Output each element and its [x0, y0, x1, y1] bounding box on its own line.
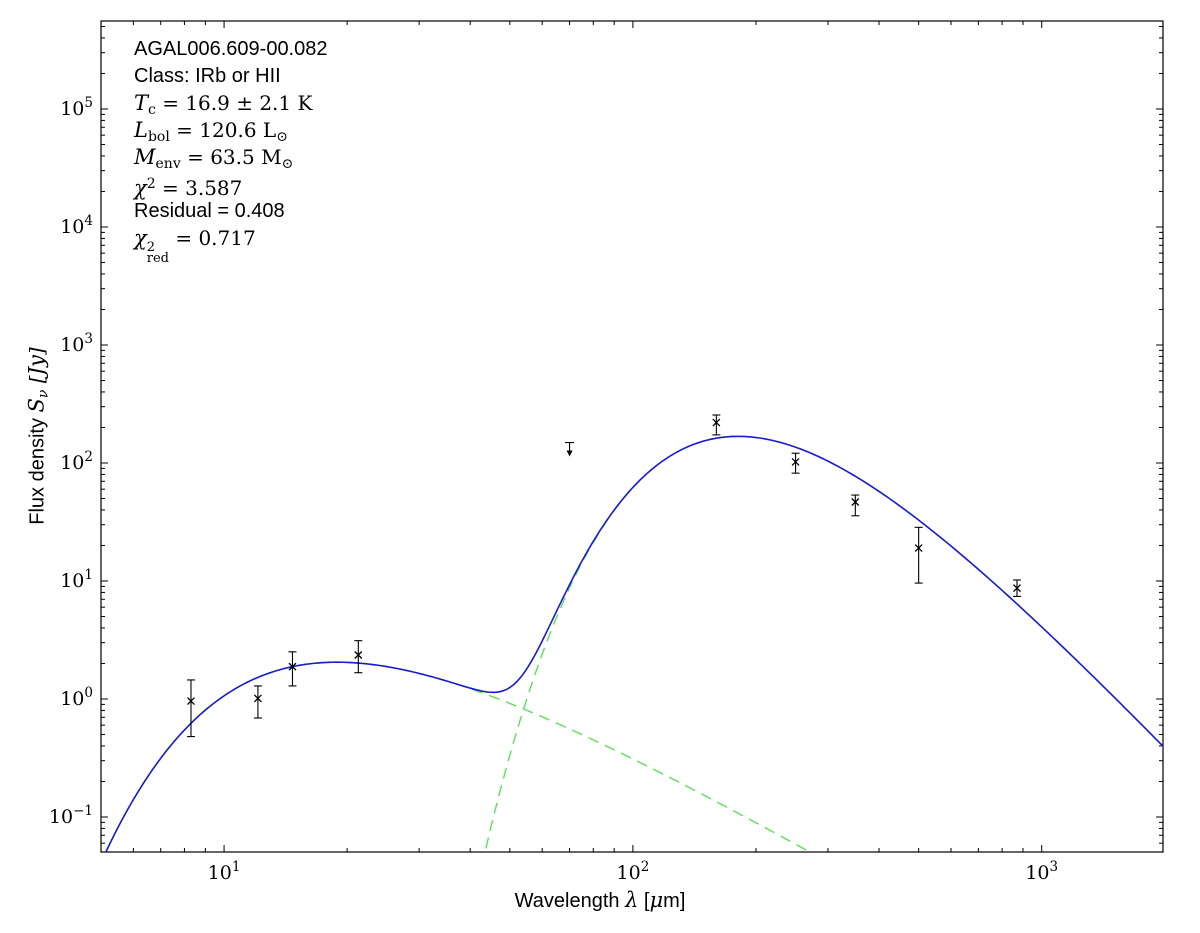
- y-tick-label: 102: [60, 449, 93, 474]
- x-tick-label: 102: [617, 859, 650, 884]
- y-tick-label: 101: [60, 567, 93, 592]
- data-point: [253, 685, 262, 719]
- model-curves: [105, 435, 1163, 852]
- data-point: [791, 452, 800, 474]
- data-point: [288, 651, 297, 687]
- tick-marks: [101, 21, 1163, 852]
- data-point: [1012, 579, 1021, 597]
- tick-labels: 101 102 103 105 104 103 102 101 100 10−1: [49, 95, 1058, 884]
- x-marker: [354, 651, 363, 659]
- x-marker: [288, 662, 297, 671]
- y-tick-label: 10−1: [49, 803, 93, 828]
- y-tick-label: 100: [60, 685, 93, 710]
- data-point: [712, 414, 721, 436]
- x-marker: [187, 697, 195, 706]
- upper-limit-point: [565, 441, 575, 457]
- plot-frame: [100, 20, 1164, 853]
- x-marker: [1013, 584, 1021, 593]
- x-marker: [914, 544, 923, 553]
- down-arrow-icon: [566, 450, 573, 457]
- x-tick-label: 101: [208, 859, 241, 884]
- x-marker: [712, 418, 721, 427]
- x-marker: [791, 458, 800, 466]
- model-total-curve: [105, 435, 1163, 852]
- y-tick-label: 105: [60, 95, 93, 120]
- photometry-points: [186, 414, 1021, 738]
- data-point: [914, 526, 923, 584]
- y-tick-label: 104: [60, 213, 93, 238]
- y-tick-label: 103: [60, 331, 93, 356]
- x-tick-label: 103: [1025, 859, 1058, 884]
- data-point: [354, 640, 363, 674]
- x-marker: [253, 694, 262, 703]
- x-marker: [851, 498, 860, 506]
- data-point: [851, 494, 860, 517]
- data-point: [186, 679, 195, 738]
